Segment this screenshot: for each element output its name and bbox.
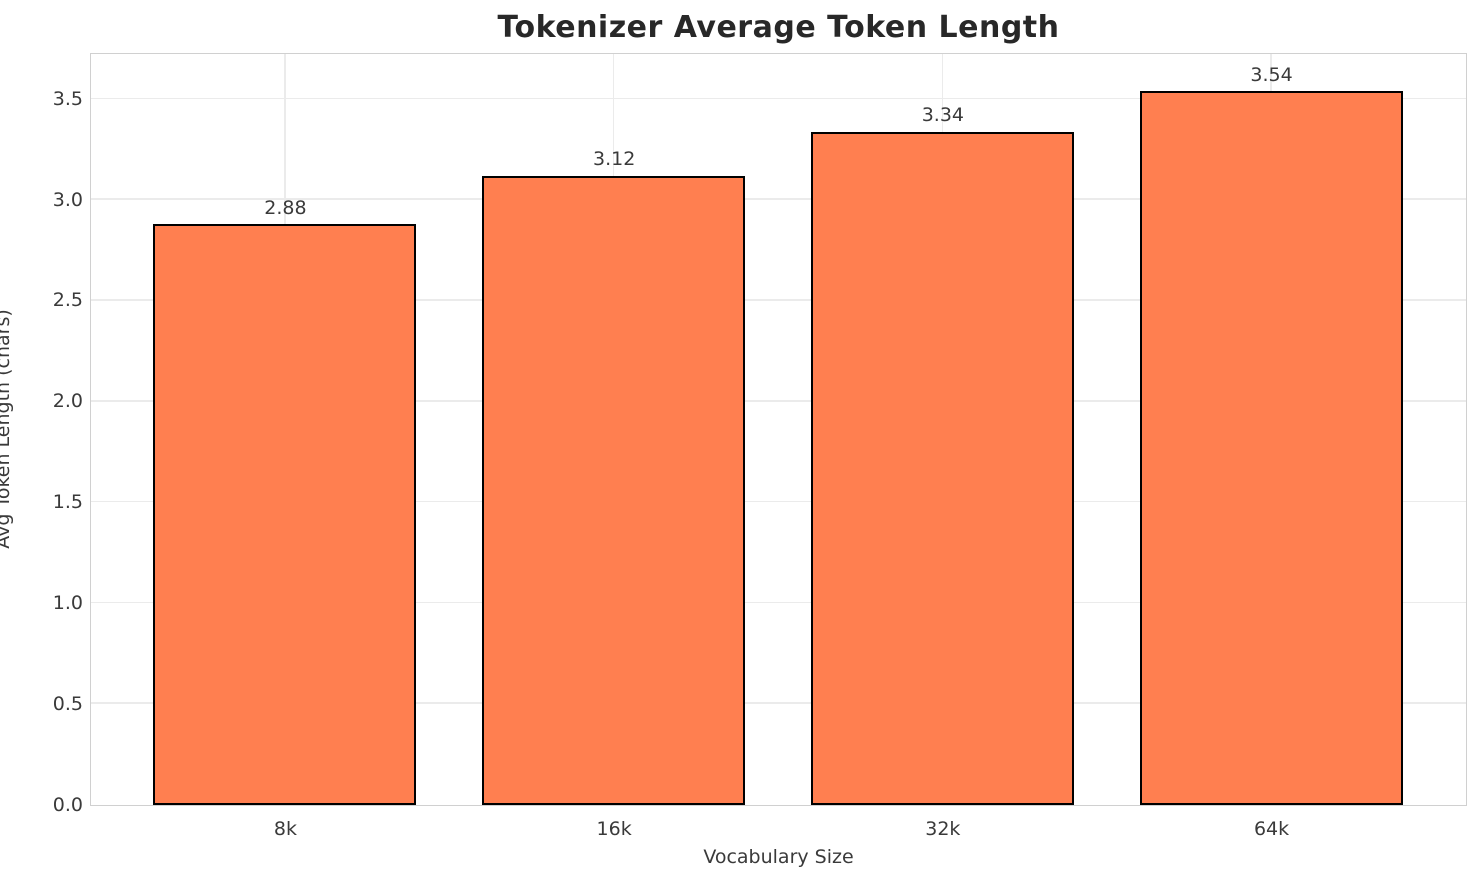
y-tick-label: 3.5 (52, 87, 83, 110)
gridline-horizontal (91, 702, 1466, 704)
y-tick-label: 2.0 (52, 390, 83, 413)
bar-value-label: 3.34 (921, 104, 964, 127)
gridline-horizontal (91, 601, 1466, 604)
x-axis-label: Vocabulary Size (703, 846, 854, 868)
plot-area (90, 53, 1467, 806)
bar-value-label: 3.12 (592, 148, 636, 171)
y-tick-label: 0.0 (52, 793, 83, 816)
bar-8k (153, 224, 417, 805)
y-tick-label: 2.5 (52, 289, 83, 312)
gridline-horizontal (91, 299, 1466, 301)
x-tick-label: 8k (273, 818, 297, 840)
bar-64k (1139, 91, 1403, 805)
gridline-horizontal (91, 97, 1466, 100)
bar-value-label: 3.54 (1250, 63, 1293, 86)
y-tick-label: 1.5 (52, 491, 83, 514)
chart-title: Tokenizer Average Token Length (497, 10, 1060, 45)
gridline-horizontal (91, 198, 1466, 200)
x-tick-label: 16k (596, 818, 632, 840)
y-tick-label: 1.0 (52, 591, 83, 614)
bar-value-label: 2.88 (264, 196, 307, 219)
y-tick-label: 3.0 (52, 188, 83, 211)
y-axis-label: Avg Token Length (chars) (0, 309, 14, 549)
gridline-horizontal (91, 400, 1466, 402)
bar-32k (810, 131, 1074, 805)
y-tick-label: 0.5 (52, 692, 83, 715)
x-tick-label: 64k (1253, 818, 1290, 840)
gridline-horizontal (91, 500, 1466, 503)
bar-16k (482, 175, 746, 805)
x-tick-label: 32k (925, 818, 961, 840)
